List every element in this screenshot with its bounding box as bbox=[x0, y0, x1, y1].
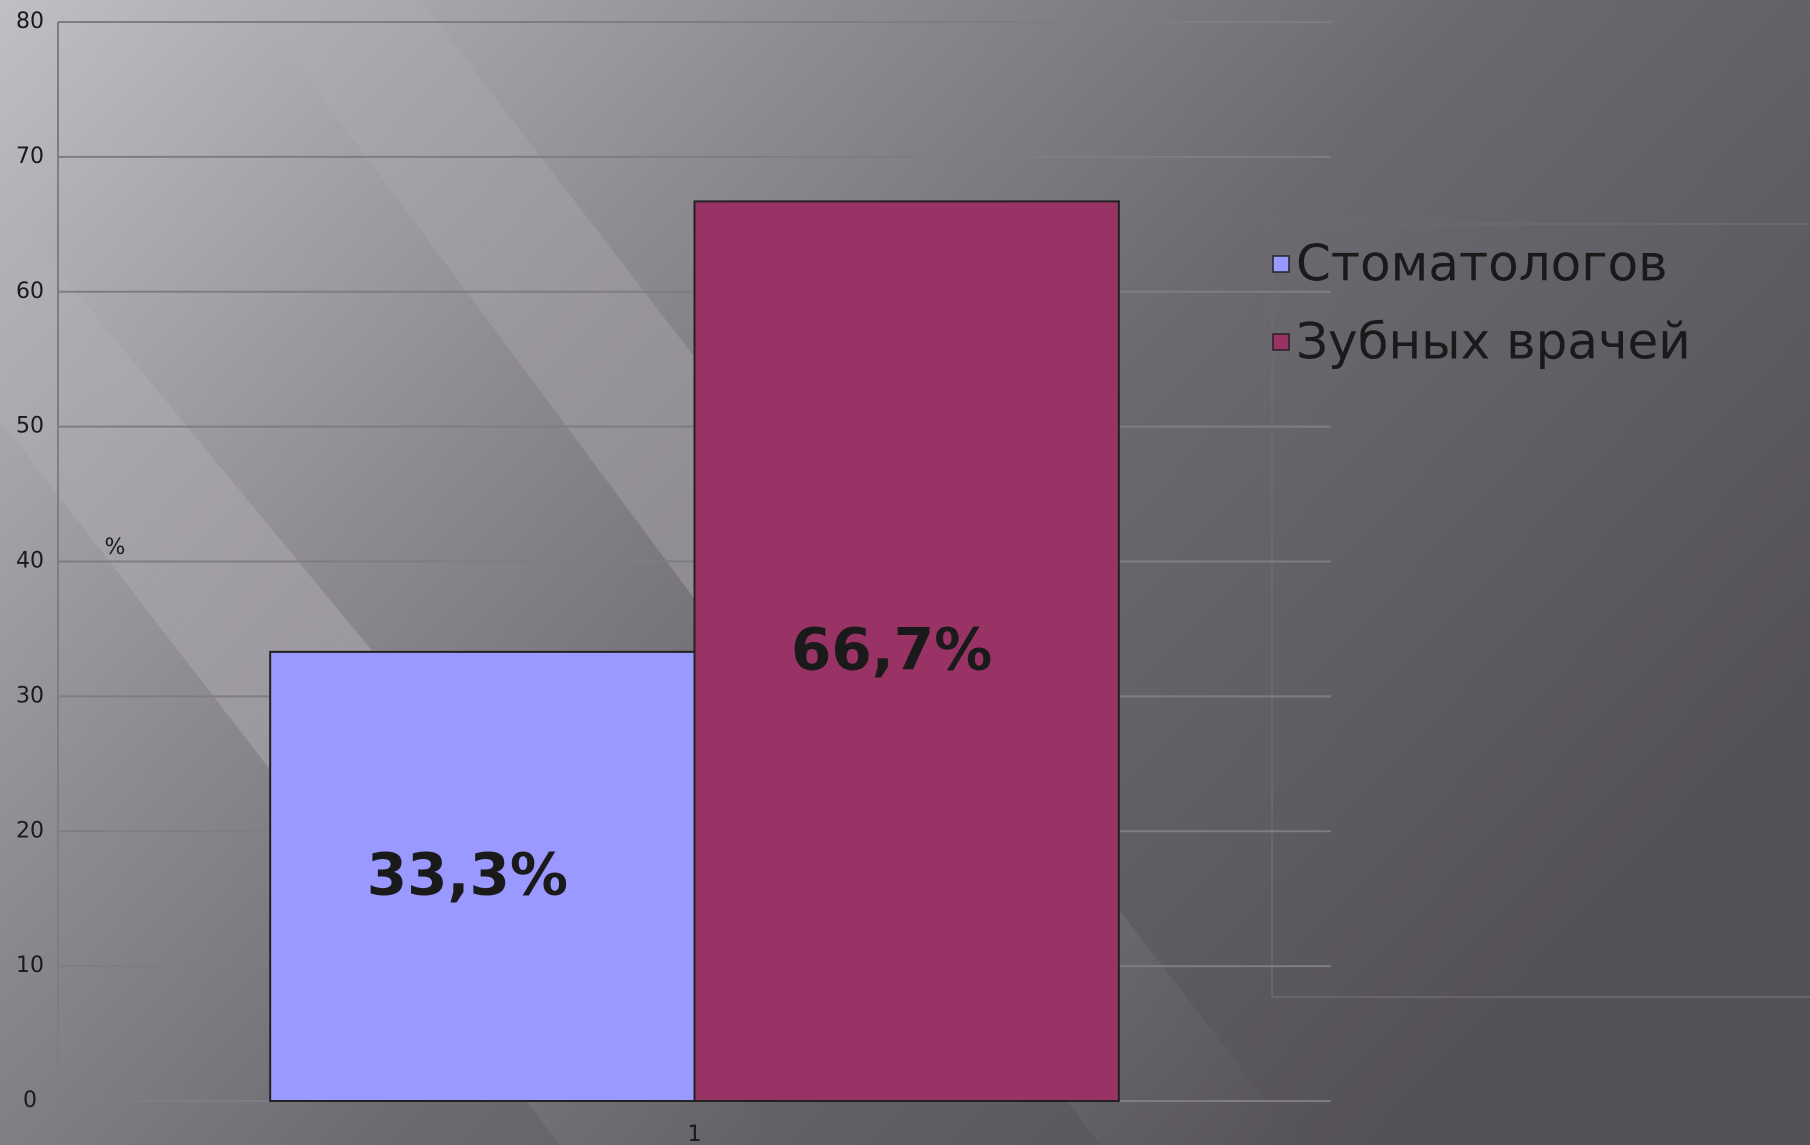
y-tick-label: 40 bbox=[16, 549, 44, 574]
y-tick-label: 50 bbox=[16, 414, 44, 439]
x-tick-label: 1 bbox=[688, 1122, 702, 1145]
y-tick-label: 0 bbox=[23, 1088, 37, 1113]
y-tick-label: 60 bbox=[16, 279, 44, 304]
data-label: 33,3% bbox=[367, 841, 568, 909]
y-tick-label: 80 bbox=[16, 9, 44, 34]
y-tick-label: 30 bbox=[16, 683, 44, 708]
y-tick-label: 20 bbox=[16, 818, 44, 843]
y-tick-label: 10 bbox=[16, 953, 44, 978]
legend-label: Стоматологов bbox=[1296, 235, 1668, 293]
bar bbox=[693, 200, 1120, 1103]
bar bbox=[269, 650, 696, 1103]
legend-swatch bbox=[1272, 255, 1290, 273]
legend-swatch bbox=[1272, 333, 1290, 351]
legend-box bbox=[1271, 223, 1810, 998]
legend-label: Зубных врачей bbox=[1296, 313, 1691, 371]
y-tick-label: 70 bbox=[16, 144, 44, 169]
data-label: 66,7% bbox=[791, 615, 992, 683]
y-axis-label: % bbox=[105, 535, 126, 560]
